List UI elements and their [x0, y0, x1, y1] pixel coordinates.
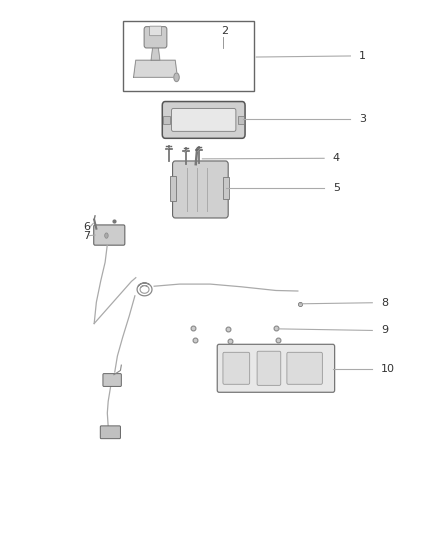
FancyBboxPatch shape	[149, 26, 162, 36]
FancyBboxPatch shape	[172, 108, 236, 131]
Text: 1: 1	[359, 51, 366, 61]
FancyBboxPatch shape	[100, 426, 120, 439]
Text: 2: 2	[221, 26, 228, 36]
FancyBboxPatch shape	[223, 352, 250, 384]
Ellipse shape	[105, 233, 108, 238]
Polygon shape	[134, 60, 177, 77]
Text: 4: 4	[333, 154, 340, 163]
Bar	[163, 116, 170, 124]
FancyBboxPatch shape	[144, 27, 167, 48]
Text: 10: 10	[381, 364, 395, 374]
Text: 7: 7	[83, 231, 90, 240]
Text: 9: 9	[381, 326, 388, 335]
FancyBboxPatch shape	[94, 225, 125, 245]
Text: 8: 8	[381, 298, 388, 308]
FancyBboxPatch shape	[257, 351, 281, 385]
Text: 5: 5	[333, 183, 340, 192]
Bar	[170, 176, 176, 201]
FancyBboxPatch shape	[103, 374, 121, 386]
FancyBboxPatch shape	[162, 101, 245, 138]
Bar	[123, 21, 254, 91]
Bar	[237, 116, 244, 124]
Polygon shape	[151, 43, 160, 60]
FancyBboxPatch shape	[173, 161, 228, 218]
Ellipse shape	[174, 73, 179, 82]
Text: 6: 6	[83, 222, 90, 232]
Bar	[223, 177, 229, 199]
FancyBboxPatch shape	[217, 344, 335, 392]
FancyBboxPatch shape	[287, 352, 322, 384]
Text: 3: 3	[359, 114, 366, 124]
